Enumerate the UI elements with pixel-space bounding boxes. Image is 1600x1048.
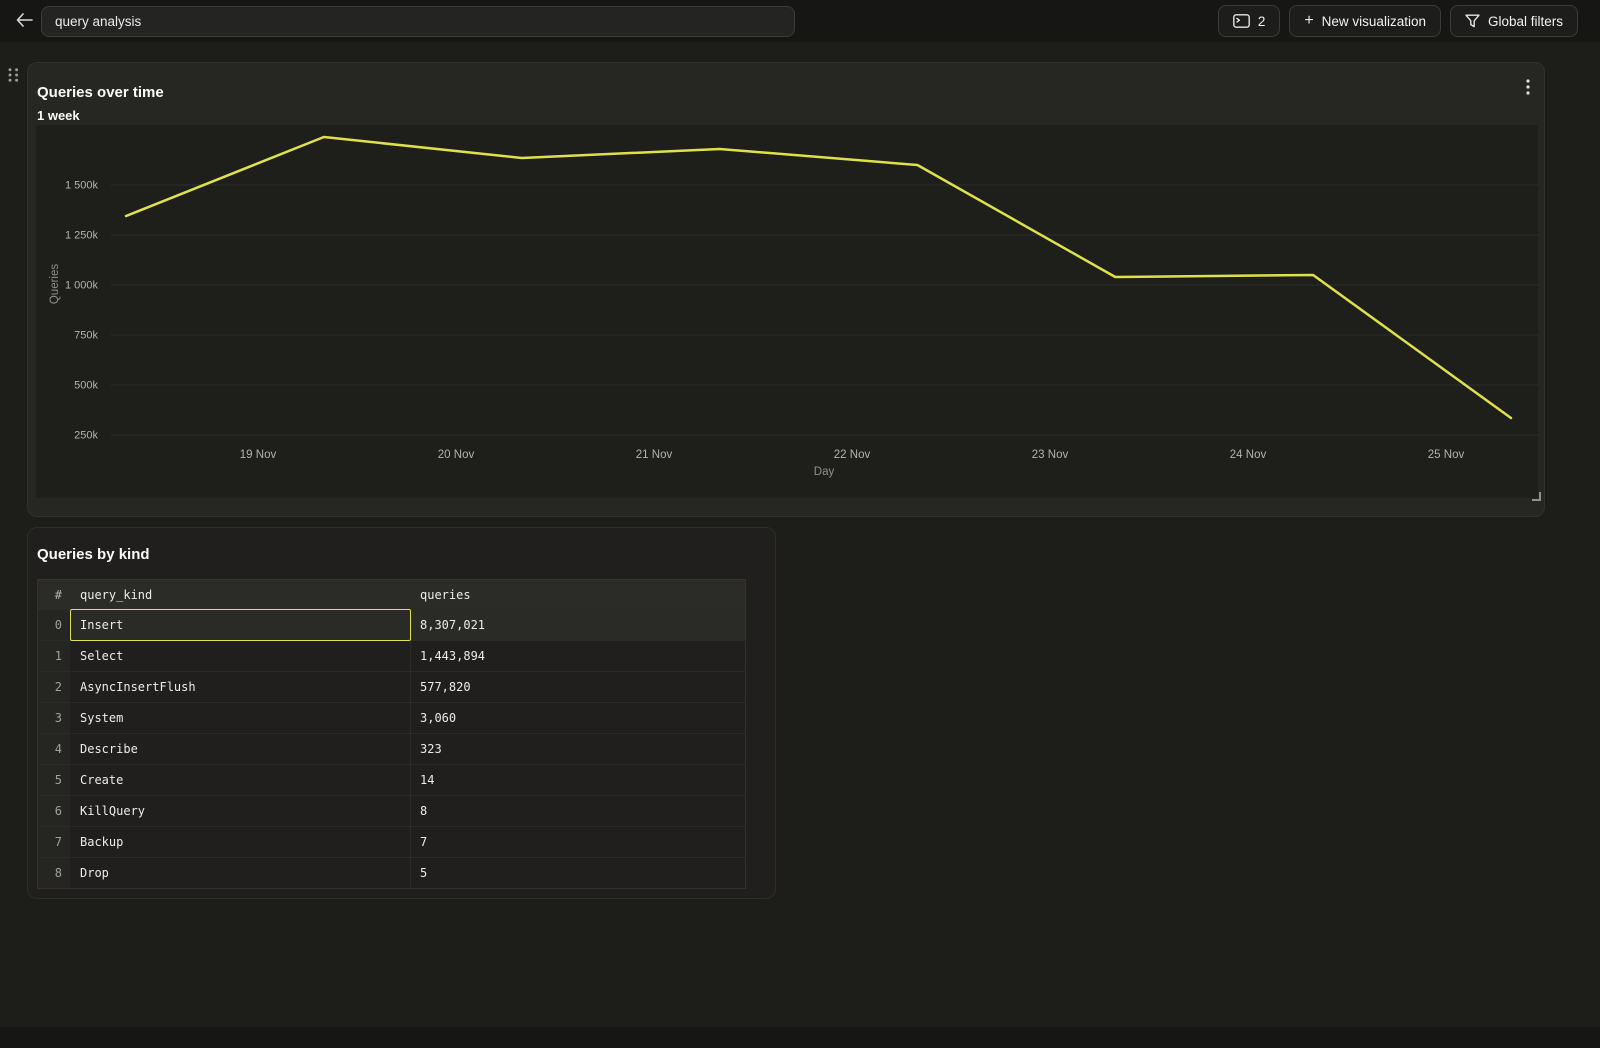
x-tick-label: 19 Nov [240, 449, 277, 461]
row-index-cell: 8 [38, 858, 70, 888]
queries-value-cell[interactable]: 5 [410, 858, 747, 888]
table-row[interactable]: 2 AsyncInsertFlush 577,820 [38, 671, 745, 702]
table-row[interactable]: 8 Drop 5 [38, 857, 745, 888]
table-panel-title: Queries by kind [37, 546, 150, 563]
queries-value-cell[interactable]: 8 [410, 796, 747, 826]
row-index-cell: 2 [38, 672, 70, 702]
query-kind-cell[interactable]: AsyncInsertFlush [80, 680, 196, 694]
queries-line-chart: 1 500k 1 250k 1 000k 750k 500k 250k 19 Nov 20 N… [49, 135, 1538, 478]
row-index-cell: 1 [38, 641, 70, 671]
y-tick-label: 1 250k [65, 230, 99, 242]
queries-column-header: queries [410, 580, 747, 609]
table-header-row: # query_kind queries [38, 580, 745, 609]
new-visualization-label: New visualization [1321, 13, 1426, 29]
queries-value-cell[interactable]: 14 [410, 765, 747, 795]
table-row[interactable]: 1 Select 1,443,894 [38, 640, 745, 671]
sql-console-tabs-button[interactable]: 2 [1217, 5, 1281, 37]
query-kind-cell[interactable]: Drop [80, 866, 109, 880]
y-tick-label: 250k [74, 430, 98, 442]
y-tick-label: 1 000k [65, 280, 99, 292]
row-index-cell: 7 [38, 827, 70, 857]
table-row[interactable]: 5 Create 14 [38, 764, 745, 795]
row-index-cell: 3 [38, 703, 70, 733]
queries-value-cell[interactable]: 3,060 [410, 703, 747, 733]
panel-drag-handle[interactable] [7, 67, 20, 88]
plus-icon: + [1304, 11, 1314, 29]
x-axis-title: Day [814, 466, 835, 478]
row-index-cell: 6 [38, 796, 70, 826]
table-row[interactable]: 3 System 3,060 [38, 702, 745, 733]
back-arrow-icon [16, 12, 33, 30]
y-axis-title: Queries [49, 264, 61, 305]
queries-value-cell[interactable]: 8,307,021 [410, 610, 747, 640]
y-tick-label: 750k [74, 330, 98, 342]
y-tick-label: 500k [74, 380, 98, 392]
x-tick-label: 22 Nov [834, 449, 871, 461]
query-kind-cell[interactable]: System [80, 711, 124, 725]
chart-panel-subtitle: 1 week [37, 108, 80, 123]
x-tick-label: 21 Nov [636, 449, 673, 461]
top-bar: 2 + New visualization Global filters [0, 0, 1600, 42]
row-index-cell: 0 [38, 610, 70, 640]
funnel-icon [1465, 14, 1480, 28]
resize-handle-icon[interactable] [1532, 492, 1541, 501]
queries-value-cell[interactable]: 7 [410, 827, 747, 857]
table-row[interactable]: 0 Insert 8,307,021 [38, 609, 747, 641]
topbar-actions: 2 + New visualization Global filters [1217, 5, 1578, 37]
row-index-cell: 4 [38, 734, 70, 764]
table-row[interactable]: 6 KillQuery 8 [38, 795, 745, 826]
query-kind-cell[interactable]: Backup [80, 835, 124, 849]
back-button[interactable] [10, 7, 38, 35]
queries-by-kind-panel: Queries by kind # query_kind queries 0 In… [27, 527, 776, 899]
queries-value-cell[interactable]: 1,443,894 [410, 641, 747, 671]
drag-handle-icon [7, 68, 20, 87]
y-tick-label: 1 500k [65, 180, 99, 192]
query-kind-cell[interactable]: Describe [80, 742, 138, 756]
queries-value-cell[interactable]: 323 [410, 734, 747, 764]
row-index-cell: 5 [38, 765, 70, 795]
queries-over-time-panel: Queries over time 1 week 1 500k 1 250k 1 0… [27, 62, 1545, 517]
index-column-header: # [54, 587, 62, 602]
new-visualization-button[interactable]: + New visualization [1289, 5, 1441, 37]
queries-line-series [124, 135, 1513, 420]
chart-menu-button[interactable] [1517, 77, 1539, 99]
query-kind-cell[interactable]: Select [80, 649, 124, 663]
queries-table: # query_kind queries 0 Insert 8,307,021 1 Se… [37, 579, 746, 889]
x-tick-label: 24 Nov [1230, 449, 1267, 461]
queries-plot[interactable]: 1 500k 1 250k 1 000k 750k 500k 250k 19 Nov 20 N… [36, 125, 1538, 498]
dashboard-title-input[interactable] [41, 5, 795, 37]
console-tab-count: 2 [1257, 13, 1266, 29]
query-kind-cell[interactable]: Insert [70, 609, 411, 641]
global-filters-button[interactable]: Global filters [1449, 5, 1578, 37]
query-kind-cell[interactable]: KillQuery [80, 804, 146, 818]
x-tick-label: 25 Nov [1428, 449, 1465, 461]
chart-panel-title: Queries over time [37, 84, 164, 101]
query-kind-column-header: query_kind [80, 587, 153, 602]
table-row[interactable]: 7 Backup 7 [38, 826, 745, 857]
x-tick-label: 20 Nov [438, 449, 475, 461]
queries-value-cell[interactable]: 577,820 [410, 672, 747, 702]
selected-cell-ring [70, 609, 411, 641]
table-row[interactable]: 4 Describe 323 [38, 733, 745, 764]
sql-console-icon [1232, 14, 1250, 28]
queries-table-body: 0 Insert 8,307,021 1 Select 1,443,894 2 AsyncIn… [38, 609, 745, 888]
x-tick-label: 23 Nov [1032, 449, 1069, 461]
global-filters-label: Global filters [1487, 13, 1563, 29]
bottom-strip [0, 1027, 1600, 1048]
query-kind-cell[interactable]: Create [80, 773, 124, 787]
kebab-menu-icon [1526, 78, 1530, 98]
